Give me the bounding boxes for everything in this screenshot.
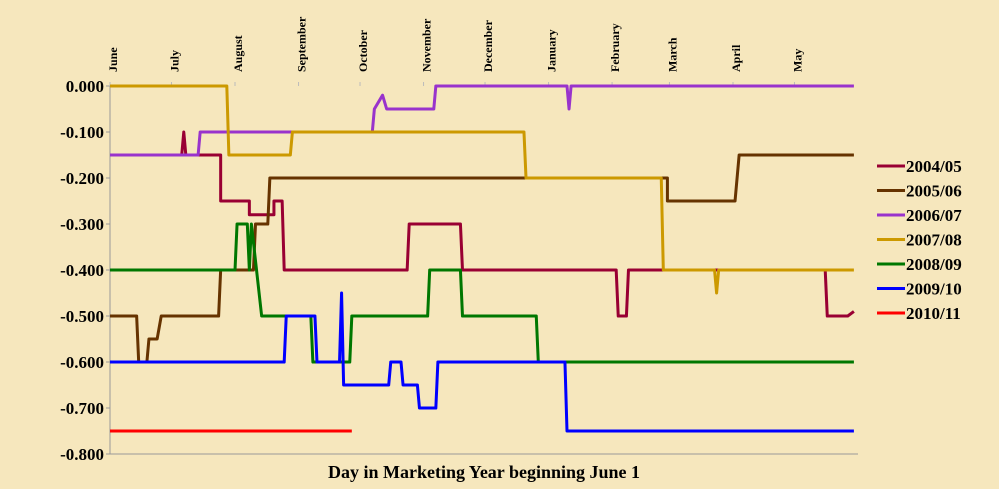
series-line bbox=[110, 84, 854, 295]
y-tick-label: -0.800 bbox=[60, 445, 104, 464]
y-tick-label: 0.000 bbox=[66, 77, 104, 96]
x-tick-label: November bbox=[420, 18, 434, 72]
x-tick-label: July bbox=[167, 50, 181, 72]
legend-label: 2006/07 bbox=[906, 206, 962, 225]
x-tick-label: December bbox=[481, 19, 495, 72]
x-tick-label: May bbox=[790, 49, 804, 72]
series-line bbox=[110, 84, 854, 157]
series-line bbox=[110, 291, 854, 433]
x-tick-label: February bbox=[608, 23, 622, 72]
x-axis-label: Day in Marketing Year beginning June 1 bbox=[328, 462, 640, 482]
legend-label: 2004/05 bbox=[906, 157, 962, 176]
y-tick-label: -0.700 bbox=[60, 399, 104, 418]
legend-label: 2005/06 bbox=[906, 182, 962, 201]
y-tick-label: -0.500 bbox=[60, 307, 104, 326]
series-line bbox=[110, 222, 854, 364]
y-tick-label: -0.300 bbox=[60, 215, 104, 234]
y-tick-label: -0.200 bbox=[60, 169, 104, 188]
x-tick-label: January bbox=[545, 29, 559, 72]
legend-label: 2010/11 bbox=[906, 304, 961, 323]
x-tick-label: October bbox=[356, 29, 370, 72]
y-tick-label: -0.400 bbox=[60, 261, 104, 280]
y-tick-label: -0.600 bbox=[60, 353, 104, 372]
legend-label: 2007/08 bbox=[906, 231, 962, 250]
x-tick-label: March bbox=[665, 37, 679, 72]
y-tick-label: -0.100 bbox=[60, 123, 104, 142]
x-tick-label: June bbox=[106, 47, 120, 72]
legend-label: 2009/10 bbox=[906, 280, 962, 299]
legend-label: 2008/09 bbox=[906, 255, 962, 274]
series-line bbox=[110, 130, 855, 318]
x-tick-label: September bbox=[295, 16, 309, 72]
x-tick-label: August bbox=[231, 35, 245, 72]
x-tick-label: April bbox=[729, 44, 743, 72]
